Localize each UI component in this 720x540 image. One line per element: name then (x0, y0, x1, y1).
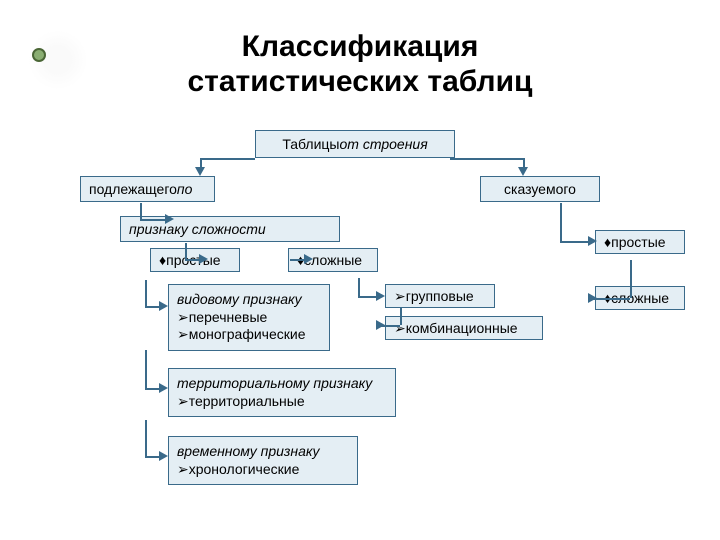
connector-hline (145, 456, 159, 458)
node-subject-plain: подлежащего (89, 181, 177, 197)
node-territorial-line2: ➢территориальные (177, 393, 305, 411)
connector-hline (450, 158, 525, 160)
arrowhead-right-icon (199, 254, 208, 264)
node-root-italic: от строения (340, 136, 428, 152)
node-combo-text: ➢комбинационные (394, 320, 518, 337)
title-line1: Классификация (242, 30, 479, 63)
node-territorial: территориальному признаку ➢территориальн… (168, 368, 396, 417)
connector-vline (200, 158, 202, 167)
node-simple-right: ♦простые (595, 230, 685, 254)
node-territorial-line1: территориальному признаку (177, 375, 372, 393)
connector-vline (145, 350, 147, 390)
slide-title: Классификация статистических таблиц (0, 30, 720, 99)
arrowhead-right-icon (159, 383, 168, 393)
node-subject: подлежащего по (80, 176, 215, 202)
node-kind-line1: видовому признаку (177, 291, 302, 309)
connector-hline (140, 219, 165, 221)
arrowhead-right-icon (165, 214, 174, 224)
node-time: временному признаку ➢хронологические (168, 436, 358, 485)
node-time-line1: временному признаку (177, 443, 320, 461)
title-line2: статистических таблиц (188, 65, 533, 98)
node-group: ➢групповые (385, 284, 495, 308)
node-kind-line3: ➢монографические (177, 326, 306, 344)
node-complexity-text: признаку сложности (129, 221, 266, 237)
arrowhead-right-icon (159, 451, 168, 461)
connector-vline (560, 203, 562, 241)
node-kind-line2: ➢перечневые (177, 309, 267, 327)
connector-vline (145, 420, 147, 458)
arrowhead-right-icon (588, 293, 597, 303)
connector-vline (400, 307, 402, 325)
node-time-line2: ➢хронологические (177, 461, 299, 479)
arrowhead-down-icon (195, 167, 205, 176)
connector-hline (560, 241, 588, 243)
connector-hline (200, 158, 255, 160)
connector-hline (290, 259, 304, 261)
arrowhead-right-icon (588, 236, 597, 246)
arrowhead-right-icon (376, 291, 385, 301)
connector-hline (185, 259, 199, 261)
node-predicate-text: сказуемого (504, 181, 576, 197)
node-root: Таблицы от строения (255, 130, 455, 158)
connector-hline (145, 388, 159, 390)
node-predicate: сказуемого (480, 176, 600, 202)
arrowhead-down-icon (518, 167, 528, 176)
connector-hline (358, 296, 376, 298)
arrowhead-right-icon (376, 320, 385, 330)
connector-vline (140, 203, 142, 219)
node-simple-right-text: ♦простые (604, 234, 666, 250)
connector-hline (145, 306, 159, 308)
connector-vline (523, 158, 525, 167)
node-root-plain: Таблицы (282, 136, 339, 152)
arrowhead-right-icon (304, 254, 313, 264)
node-combo: ➢комбинационные (385, 316, 543, 340)
connector-vline (185, 243, 187, 259)
connector-vline (358, 278, 360, 298)
node-group-text: ➢групповые (394, 288, 474, 305)
connector-vline (630, 260, 632, 298)
arrowhead-right-icon (159, 301, 168, 311)
node-subject-italic: по (177, 181, 193, 197)
node-kind: видовому признаку ➢перечневые ➢монографи… (168, 284, 330, 351)
connector-vline (145, 280, 147, 308)
